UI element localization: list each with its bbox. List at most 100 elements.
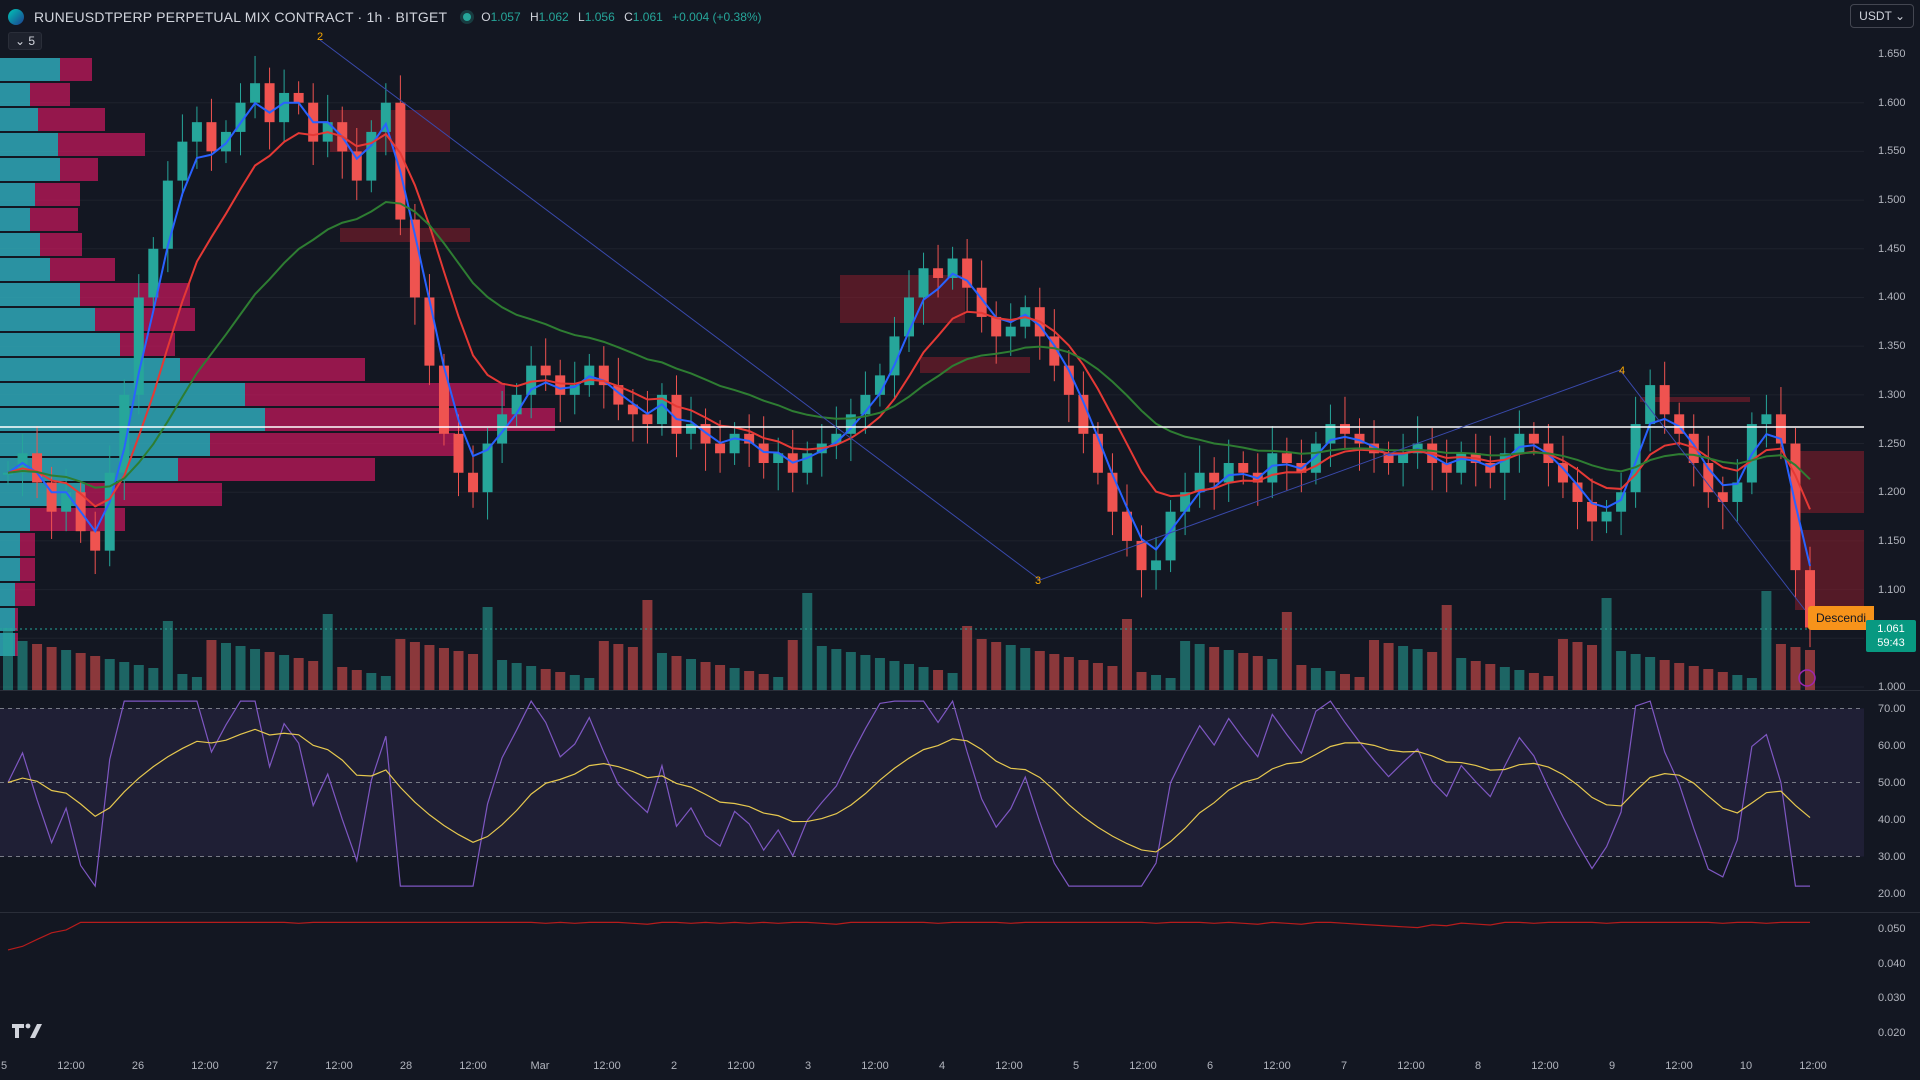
currency-select[interactable]: USDT ⌄ xyxy=(1850,4,1914,28)
candle-body xyxy=(1325,424,1336,444)
volume-bar xyxy=(700,662,711,690)
rsi-tick-label: 40.00 xyxy=(1878,813,1906,826)
candle-body xyxy=(1049,336,1060,366)
candle-body xyxy=(1587,501,1598,522)
candle-body xyxy=(1499,453,1510,473)
rsi-tick-label: 60.00 xyxy=(1878,739,1906,752)
candle-body xyxy=(1121,511,1132,541)
volume-bar xyxy=(1136,672,1147,690)
volume-bar xyxy=(133,665,144,690)
candle-body xyxy=(933,268,944,278)
volume-bar xyxy=(337,667,348,690)
time-tick-label: 7 xyxy=(1340,1060,1348,1072)
candle-body xyxy=(686,424,697,434)
supply-zone xyxy=(1640,397,1750,402)
volume-bar xyxy=(1238,653,1249,690)
volume-bar xyxy=(671,656,682,690)
candle-body xyxy=(598,365,609,386)
candle-body xyxy=(569,385,580,395)
volume-profile-sell-bar xyxy=(85,483,222,506)
volume-profile-buy-bar xyxy=(0,83,30,106)
volume-bar xyxy=(220,643,231,690)
volume-bar xyxy=(1441,605,1452,690)
time-tick-label: 12:00 xyxy=(1531,1060,1559,1072)
candle-body xyxy=(1180,492,1191,512)
indicator-collapse-button[interactable]: ⌄ 5 xyxy=(8,32,43,50)
candle-body xyxy=(497,414,508,444)
candle-body xyxy=(1441,463,1452,473)
pane-divider[interactable] xyxy=(0,690,1920,691)
volume-bar xyxy=(1775,644,1786,690)
candle-body xyxy=(1136,540,1147,571)
volume-bar xyxy=(627,647,638,690)
volume-profile-buy-bar xyxy=(0,283,80,306)
ema-fast-line xyxy=(7,101,1811,567)
volume-bar xyxy=(831,649,842,690)
time-tick-label: 12:00 xyxy=(593,1060,621,1072)
alert-icon xyxy=(1798,669,1816,687)
supply-zone xyxy=(920,357,1030,373)
candle-body xyxy=(526,365,537,395)
supply-zone xyxy=(1795,451,1864,513)
time-tick-label: 12:00 xyxy=(1129,1060,1157,1072)
time-axis[interactable]: 5 12:00 26 12:00 27 12:00 28 12:00 Mar 12:00 2 12:0… xyxy=(0,1050,1864,1080)
chart-canvas[interactable]: 2 3 4 xyxy=(0,0,1864,1050)
volume-profile-buy-bar xyxy=(0,258,50,281)
volume-profile-sell-bar xyxy=(30,208,78,231)
candle-body xyxy=(1456,453,1467,473)
volume-bar xyxy=(526,666,537,690)
candle-body xyxy=(1557,463,1568,483)
tradingview-logo-icon[interactable] xyxy=(10,1020,46,1040)
time-tick-label: 6 xyxy=(1206,1060,1214,1072)
candle-body xyxy=(555,375,566,395)
pane-divider[interactable] xyxy=(0,912,1920,913)
volatility-tick-label: 0.040 xyxy=(1878,957,1906,970)
candle-body xyxy=(1514,433,1525,454)
volume-bar xyxy=(1499,667,1510,690)
time-tick-label: 27 xyxy=(265,1060,279,1072)
candle-body xyxy=(409,219,420,298)
time-tick-label: 26 xyxy=(131,1060,145,1072)
volume-bar xyxy=(729,668,740,690)
candle-body xyxy=(874,375,885,395)
candle-body xyxy=(380,102,391,132)
volume-profile-buy-bar xyxy=(0,158,60,181)
price-axis[interactable]: 1.650 1.600 1.550 1.500 1.450 1.400 1.350 1.300… xyxy=(1864,0,1920,693)
candle-body xyxy=(1717,492,1728,502)
volume-bar xyxy=(991,642,1002,690)
rsi-axis[interactable]: 70.00 60.00 50.00 40.00 30.00 20.00 xyxy=(1864,690,1920,912)
volume-bar xyxy=(1732,675,1743,690)
volume-bar xyxy=(933,670,944,690)
candle-body xyxy=(773,453,784,464)
volume-profile-sell-bar xyxy=(15,583,35,606)
volume-profile-sell-bar xyxy=(80,283,190,306)
time-tick-label: 12:00 xyxy=(191,1060,219,1072)
volume-bar xyxy=(308,661,319,690)
price-tick-label: 1.350 xyxy=(1878,340,1906,353)
volume-profile-buy-bar xyxy=(0,533,20,556)
candle-body xyxy=(613,385,624,405)
volatility-axis[interactable]: 0.050 0.040 0.030 0.020 xyxy=(1864,912,1920,1050)
volume-profile-buy-bar xyxy=(0,583,15,606)
candle-body xyxy=(904,297,914,337)
volume-bar xyxy=(1325,671,1336,690)
candle-body xyxy=(511,394,522,415)
volume-bar xyxy=(1092,663,1103,690)
ema-slow-line xyxy=(7,200,1811,489)
symbol-title[interactable]: RUNEUSDTPERP PERPETUAL MIX CONTRACT · 1h… xyxy=(34,9,448,25)
time-tick-label: 12:00 xyxy=(325,1060,353,1072)
candle-body xyxy=(148,248,159,298)
volume-bar xyxy=(235,646,246,690)
candle-body xyxy=(104,472,115,551)
candle-body xyxy=(1151,560,1162,571)
time-tick-label: 5 xyxy=(0,1060,8,1072)
volume-bar xyxy=(293,658,304,690)
volume-bar xyxy=(32,644,43,690)
candle-body xyxy=(235,102,246,132)
candle-body xyxy=(1805,570,1815,628)
time-tick-label: 12:00 xyxy=(1263,1060,1291,1072)
volume-bar xyxy=(1063,657,1074,690)
volume-bar xyxy=(1209,647,1220,690)
volume-bar xyxy=(1020,648,1031,690)
volume-bar xyxy=(1761,591,1772,690)
